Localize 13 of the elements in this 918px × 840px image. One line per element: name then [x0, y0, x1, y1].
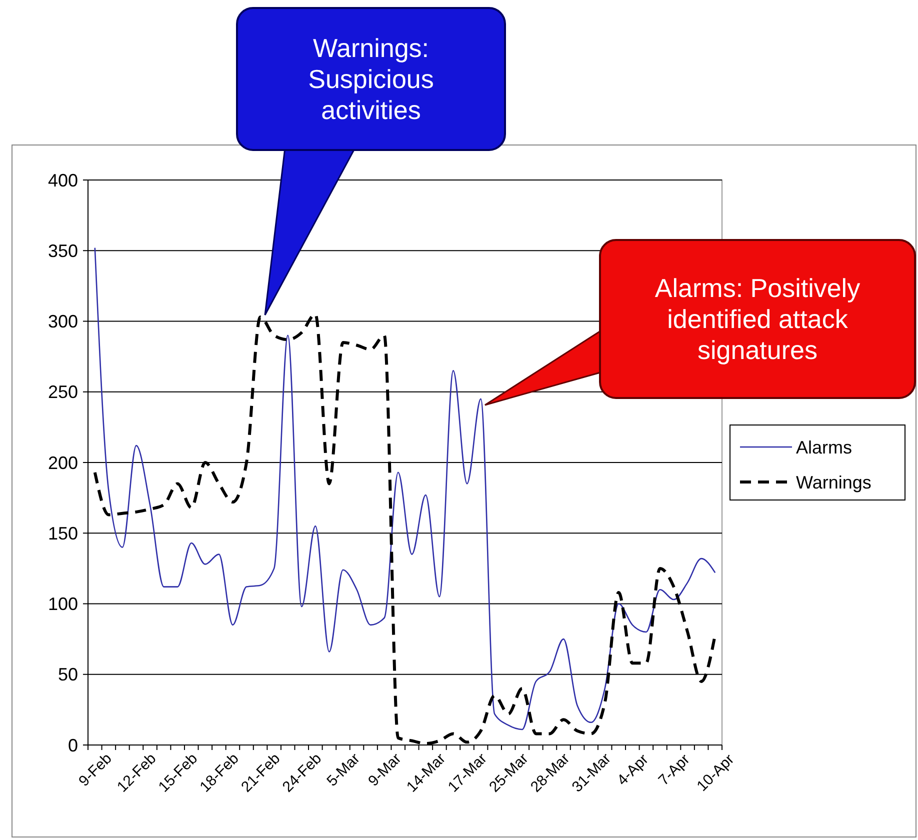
y-tick-label: 250: [48, 382, 78, 402]
y-tick-label: 200: [48, 452, 78, 473]
y-tick-label: 50: [58, 664, 78, 685]
y-tick-label: 400: [48, 170, 78, 190]
y-tick-label: 150: [48, 523, 78, 544]
y-tick-label: 100: [48, 594, 78, 614]
annotation: Alarms: Positively identified attack signatures: [654, 273, 860, 366]
text: Warnings: Suspicious activities: [308, 33, 434, 126]
y-tick-label: 0: [68, 735, 78, 756]
legend-label: Alarms: [796, 437, 852, 458]
y-tick-label: 350: [48, 240, 78, 261]
y-tick-label: 300: [48, 312, 78, 332]
legend-label: Warnings: [796, 472, 872, 492]
